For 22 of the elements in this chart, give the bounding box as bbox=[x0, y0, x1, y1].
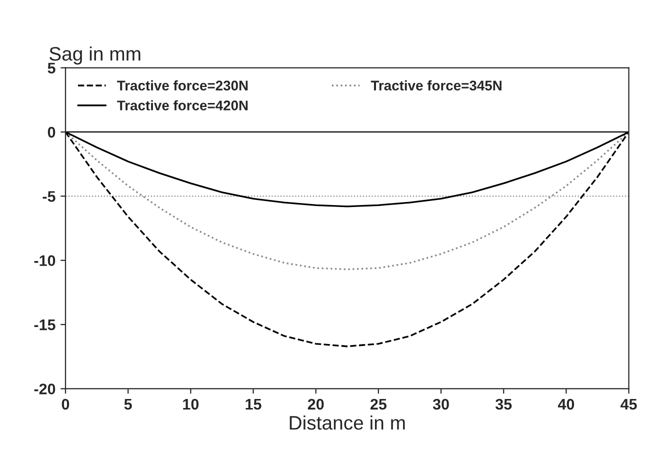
legend-label: Tractive force=230N bbox=[117, 80, 248, 91]
x-tick-label: 30 bbox=[432, 398, 449, 410]
x-tick-label: 20 bbox=[308, 398, 324, 410]
y-tick-label: -5 bbox=[42, 191, 56, 202]
x-tick-label: 15 bbox=[246, 399, 262, 410]
legend-label: Tractive force=345N bbox=[370, 80, 502, 91]
legend-label: Tractive force=420N bbox=[117, 100, 248, 110]
y-tick-label: -10 bbox=[34, 255, 56, 266]
y-tick-label: -15 bbox=[34, 320, 56, 330]
x-axis-title: Distance in m bbox=[290, 415, 405, 430]
x-tick-label: 35 bbox=[495, 398, 512, 410]
y-axis-title: Sag in mm bbox=[49, 46, 140, 65]
x-tick-label: 10 bbox=[183, 398, 199, 410]
x-tick-label: 45 bbox=[620, 399, 637, 410]
x-tick-label: 5 bbox=[124, 399, 132, 410]
line-series bbox=[66, 131, 629, 270]
x-tick-label: 40 bbox=[558, 398, 574, 410]
x-tick-label: 25 bbox=[370, 398, 387, 410]
y-tick-label: 5 bbox=[48, 62, 56, 74]
y-tick-label: 0 bbox=[48, 126, 56, 138]
x-tick-label: 0 bbox=[62, 398, 70, 410]
y-tick-label: -20 bbox=[34, 384, 56, 394]
